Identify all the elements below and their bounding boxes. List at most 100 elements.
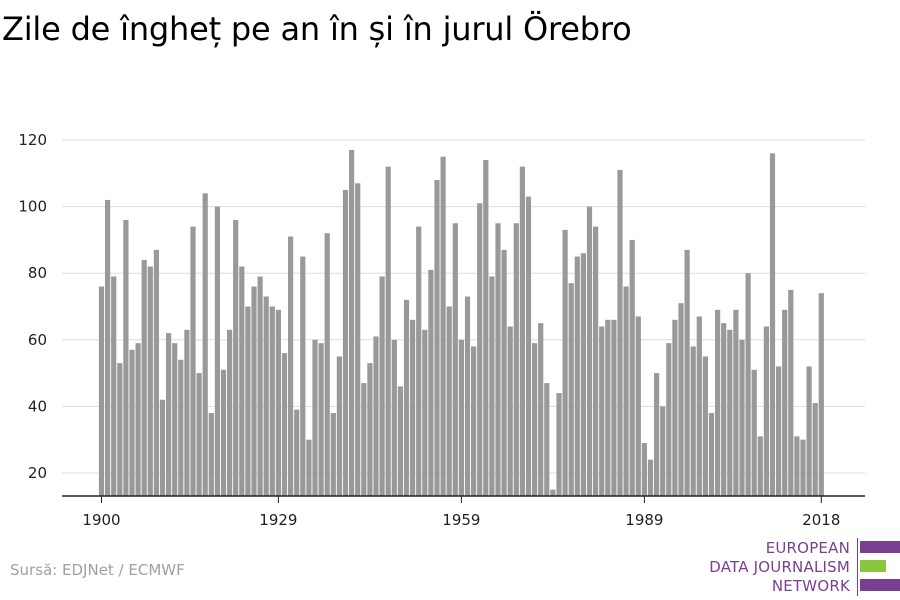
bar-1927 bbox=[263, 296, 269, 496]
bar-1931 bbox=[288, 236, 294, 496]
bar-2008 bbox=[757, 436, 763, 496]
bar-1945 bbox=[373, 336, 379, 496]
bar-2018 bbox=[818, 293, 824, 496]
bar-2003 bbox=[727, 329, 733, 496]
bar-1989 bbox=[641, 443, 647, 496]
bar-1907 bbox=[141, 259, 147, 496]
bar-1915 bbox=[190, 226, 196, 496]
bar-1910 bbox=[159, 399, 166, 496]
bar-1936 bbox=[318, 343, 324, 496]
bar-2000 bbox=[708, 413, 715, 496]
bar-1935 bbox=[312, 339, 318, 496]
bar-1985 bbox=[617, 169, 623, 496]
bar-1968 bbox=[513, 223, 519, 496]
bar-2009 bbox=[763, 326, 769, 496]
logo-bar-middle bbox=[860, 560, 886, 572]
bar-1928 bbox=[269, 306, 275, 496]
bar-1941 bbox=[349, 149, 355, 497]
bar-1964 bbox=[489, 276, 495, 496]
bar-1946 bbox=[379, 276, 385, 496]
bar-1913 bbox=[178, 359, 184, 496]
bar-1921 bbox=[227, 329, 233, 496]
bar-2010 bbox=[769, 153, 776, 496]
bar-1959 bbox=[458, 339, 464, 496]
bar-1934 bbox=[306, 439, 312, 496]
bar-1970 bbox=[525, 196, 532, 497]
bar-1930 bbox=[281, 353, 288, 496]
bar-2013 bbox=[788, 289, 794, 496]
bar-1940 bbox=[342, 189, 349, 496]
x-tick-label: 2018 bbox=[802, 511, 840, 529]
bar-1949 bbox=[397, 386, 403, 496]
bar-1903 bbox=[117, 363, 123, 496]
bar-1978 bbox=[574, 256, 580, 496]
bar-1988 bbox=[635, 316, 641, 496]
bar-2005 bbox=[739, 339, 745, 496]
bar-1951 bbox=[410, 319, 416, 496]
bar-2016 bbox=[806, 366, 812, 496]
bar-1922 bbox=[233, 219, 239, 497]
bar-1953 bbox=[422, 329, 428, 496]
y-tick-label: 60 bbox=[28, 331, 47, 349]
bar-2007 bbox=[751, 369, 757, 496]
bar-1998 bbox=[696, 316, 702, 496]
bar-1961 bbox=[471, 346, 477, 496]
bar-1986 bbox=[623, 286, 629, 496]
bar-2015 bbox=[800, 439, 806, 496]
bar-1955 bbox=[434, 179, 440, 496]
bar-1950 bbox=[403, 299, 410, 496]
bar-1993 bbox=[666, 343, 672, 496]
bar-1995 bbox=[678, 303, 684, 496]
bar-1956 bbox=[440, 156, 446, 496]
bar-1902 bbox=[111, 276, 117, 496]
x-tick-label: 1959 bbox=[442, 511, 480, 529]
bar-1962 bbox=[477, 203, 483, 496]
bar-1982 bbox=[599, 326, 605, 496]
bar-1905 bbox=[129, 349, 135, 496]
bar-1963 bbox=[483, 159, 489, 497]
bar-2002 bbox=[721, 323, 727, 496]
bar-1918 bbox=[208, 413, 214, 496]
y-tick-label: 120 bbox=[18, 131, 47, 149]
y-tick-label: 40 bbox=[28, 397, 47, 415]
bar-1942 bbox=[355, 183, 361, 497]
bar-1952 bbox=[416, 226, 422, 496]
bar-1975 bbox=[556, 393, 562, 496]
bar-1966 bbox=[501, 249, 507, 496]
bar-1909 bbox=[153, 249, 159, 496]
y-tick-label: 80 bbox=[28, 264, 47, 282]
bar-1919 bbox=[214, 206, 220, 496]
logo-bar-top bbox=[860, 541, 900, 553]
bar-1908 bbox=[147, 266, 153, 496]
bar-1906 bbox=[135, 343, 141, 496]
bar-1943 bbox=[361, 383, 367, 496]
bar-1924 bbox=[245, 306, 251, 496]
bar-1900 bbox=[98, 286, 105, 496]
y-axis-tick-labels: 20 40 60 80 100 120 bbox=[18, 131, 47, 482]
bar-1972 bbox=[538, 323, 544, 496]
y-tick-label: 100 bbox=[18, 198, 47, 216]
bar-1923 bbox=[239, 266, 245, 496]
bar-1979 bbox=[580, 253, 586, 496]
bar-1954 bbox=[428, 269, 434, 496]
bar-1967 bbox=[507, 326, 513, 496]
bars bbox=[98, 149, 824, 497]
bar-1926 bbox=[257, 276, 263, 496]
logo-line-network: NETWORK bbox=[771, 577, 850, 595]
logo-line-data-journalism: DATA JOURNALISM bbox=[709, 558, 850, 576]
bar-1965 bbox=[495, 223, 501, 496]
bar-1974 bbox=[550, 489, 556, 496]
bar-1976 bbox=[562, 229, 568, 496]
bar-1973 bbox=[544, 383, 550, 496]
bar-1992 bbox=[660, 406, 666, 496]
logo-bar-bottom bbox=[860, 579, 900, 591]
bar-1960 bbox=[464, 296, 471, 496]
x-tick-label: 1989 bbox=[625, 511, 663, 529]
source-note: Sursă: EDJNet / ECMWF bbox=[10, 561, 185, 579]
bar-1947 bbox=[385, 166, 391, 496]
bar-1937 bbox=[324, 233, 330, 497]
bar-1957 bbox=[446, 306, 452, 496]
bar-1920 bbox=[220, 369, 227, 496]
bar-2001 bbox=[715, 309, 721, 496]
